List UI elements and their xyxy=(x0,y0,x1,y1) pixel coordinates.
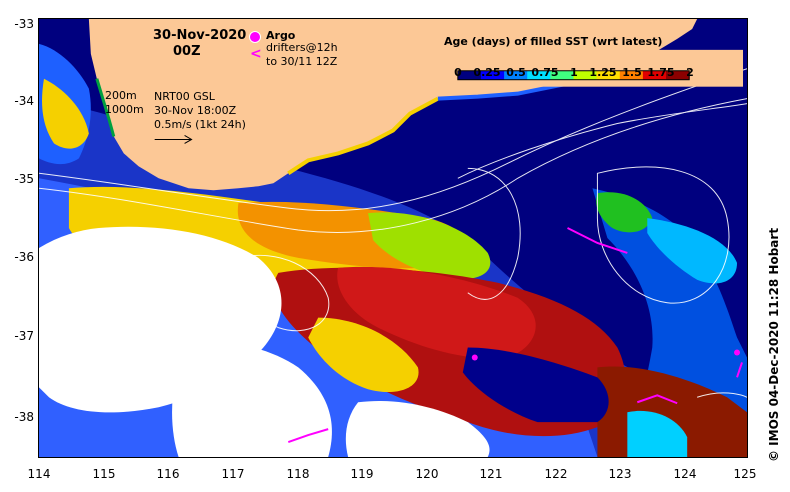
argo-float-2 xyxy=(734,349,741,356)
lon-label: 122 xyxy=(544,467,568,481)
yellow-patch xyxy=(308,317,419,393)
colorbar-tick-label: 0.75 xyxy=(531,66,559,79)
ocean-age-layer xyxy=(39,19,747,457)
argo-float-1 xyxy=(471,354,478,361)
streamline-3 xyxy=(457,103,747,179)
trench-blue xyxy=(462,347,609,423)
lat-label: -35 xyxy=(14,172,34,186)
streamline-eddy-1 xyxy=(467,167,521,300)
colorbar-swatch xyxy=(596,70,621,80)
lon-label: 120 xyxy=(415,467,439,481)
colorbar-tick-label: 0.5 xyxy=(506,66,526,79)
current-streamlines xyxy=(39,68,747,398)
imos-credit: © IMOS 04-Dec-2020 11:28 Hobart xyxy=(767,227,781,462)
red-area xyxy=(337,266,536,359)
argo-markers xyxy=(471,349,741,361)
colorbar-swatch xyxy=(527,70,551,80)
lat-label: -37 xyxy=(14,329,34,343)
drifter-track-3 xyxy=(287,428,329,444)
colorbar-outline xyxy=(457,70,690,81)
colorbar-tick-label: 1.25 xyxy=(589,66,617,79)
southeast-cyan-patch xyxy=(627,410,688,457)
colorbar xyxy=(443,49,744,87)
lat-label: -33 xyxy=(14,17,34,31)
colorbar-swatch xyxy=(457,70,482,80)
isobath-label-1000m: 1000m xyxy=(105,103,144,116)
northwest-yellow-patch xyxy=(42,78,89,149)
drifter-track-1 xyxy=(567,227,628,254)
colorbar-swatch xyxy=(573,70,598,80)
colorbar-swatch xyxy=(642,70,667,80)
argo-legend-label: Argo xyxy=(266,29,296,42)
current-time-label: 30-Nov 18:00Z xyxy=(154,104,237,117)
lon-label: 121 xyxy=(479,467,503,481)
streamline-eddy-3 xyxy=(237,254,330,332)
drifter-legend-line2: to 30/11 12Z xyxy=(266,55,338,68)
lat-label: -34 xyxy=(14,94,34,108)
drifter-track-4 xyxy=(736,362,743,378)
lon-label: 123 xyxy=(608,467,632,481)
streamline-2 xyxy=(39,98,747,233)
lon-label: 125 xyxy=(733,467,757,481)
no-data-south xyxy=(172,343,332,457)
colorbar-swatch xyxy=(550,70,574,80)
coastal-yellow-strip xyxy=(287,96,439,175)
lon-label: 124 xyxy=(673,467,697,481)
colorbar-background xyxy=(443,49,744,87)
colorbar-tick-label: 1.75 xyxy=(647,66,675,79)
lon-label: 114 xyxy=(27,467,51,481)
colorbar-tick-label: 2 xyxy=(686,66,694,79)
isobath-label-200m: 200m xyxy=(105,89,137,102)
drifter-tracks xyxy=(287,227,743,444)
lon-label: 118 xyxy=(286,467,310,481)
sst-map xyxy=(38,18,748,458)
lon-label: 119 xyxy=(350,467,374,481)
map-date: 30-Nov-2020 xyxy=(153,28,247,43)
streamline-1 xyxy=(39,68,747,212)
lon-label: 117 xyxy=(221,467,245,481)
velocity-scale-arrow xyxy=(154,135,193,144)
colorbar-tick-label: 0 xyxy=(454,66,462,79)
drifter-legend-symbol: < xyxy=(250,46,262,62)
lat-label: -36 xyxy=(14,250,34,264)
colorbar-title: Age (days) of filled SST (wrt latest) xyxy=(444,35,663,48)
east-green-patch xyxy=(596,192,653,233)
argo-legend-marker xyxy=(249,31,261,43)
coastal-green-strip xyxy=(95,78,116,137)
green-band xyxy=(368,212,491,280)
sst-map-canvas xyxy=(39,19,747,457)
streamline-eddy-2 xyxy=(596,166,730,304)
map-time: 00Z xyxy=(173,44,201,59)
no-data-southcentral xyxy=(345,400,490,457)
colorbar-tick-label: 1 xyxy=(570,66,578,79)
east-cyan-patch xyxy=(647,218,738,284)
drifter-legend-line1: drifters@12h xyxy=(266,41,338,54)
colorbar-swatch xyxy=(504,70,528,80)
colorbar-tick-label: 1.5 xyxy=(622,66,642,79)
drifter-track-2 xyxy=(636,394,678,405)
streamline-4 xyxy=(696,392,747,398)
colorbar-swatch xyxy=(480,70,505,80)
colorbar-swatch xyxy=(619,70,644,80)
colorbar-tick-label: 0.25 xyxy=(473,66,501,79)
velocity-scale-label: 0.5m/s (1kt 24h) xyxy=(154,118,246,131)
current-source-label: NRT00 GSL xyxy=(154,90,215,103)
lon-label: 116 xyxy=(156,467,180,481)
lat-label: -38 xyxy=(14,410,34,424)
colorbar-swatch xyxy=(666,70,690,80)
lon-label: 115 xyxy=(92,467,116,481)
